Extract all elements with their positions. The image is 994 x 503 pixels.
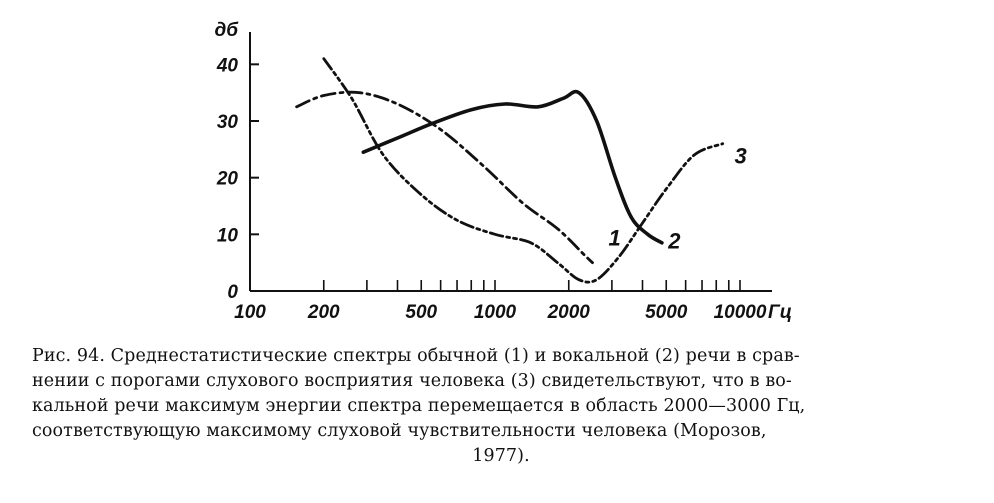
x-tick-label: 100 [234, 302, 266, 323]
y-axis-unit: дб [214, 20, 239, 41]
curve-label-3: 3 [735, 144, 747, 169]
x-tick-label: 5000 [645, 302, 688, 323]
caption-line-2: нении с порогами слухового восприятия че… [32, 371, 792, 391]
caption-line-4: соответствующую максимому слуховой чувст… [32, 421, 767, 441]
series-curve-1 [295, 90, 594, 265]
chart-axes [249, 32, 772, 292]
caption-line-3: кальной речи максимум энергии спектра пе… [32, 396, 806, 416]
spectrum-chart: 0 10 20 30 40 100 200 500 1000 2000 5000 10000 дб Гц… [214, 20, 791, 323]
caption-line-5: 1977). [472, 446, 530, 466]
x-tick-label: 1000 [474, 302, 517, 323]
caption-line-1: Рис. 94. Среднестатистические спектры об… [32, 346, 800, 366]
x-tick-label: 500 [405, 302, 437, 323]
y-tick-label: 20 [216, 169, 239, 190]
x-axis-unit: Гц [768, 302, 792, 323]
y-tick-label: 30 [217, 112, 239, 133]
x-tick-label: 200 [307, 302, 340, 323]
y-tick-label: 10 [217, 225, 239, 246]
curve-label-1: 1 [609, 226, 621, 251]
figure-caption: Рис. 94. Среднестатистические спектры об… [32, 344, 970, 469]
chart-series [295, 57, 725, 284]
chart-ticks: 0 10 20 30 40 100 200 500 1000 2000 5000 10000 [216, 55, 767, 323]
y-tick-label: 0 [227, 282, 238, 303]
series-curve-3 [322, 57, 725, 284]
x-tick-label: 2000 [547, 302, 591, 323]
series-curve-2 [361, 89, 664, 245]
y-tick-label: 40 [216, 55, 239, 76]
chart-labels: дб Гц 1 2 3 [214, 20, 791, 323]
x-tick-label: 10000 [714, 302, 767, 323]
curve-label-2: 2 [667, 229, 681, 254]
